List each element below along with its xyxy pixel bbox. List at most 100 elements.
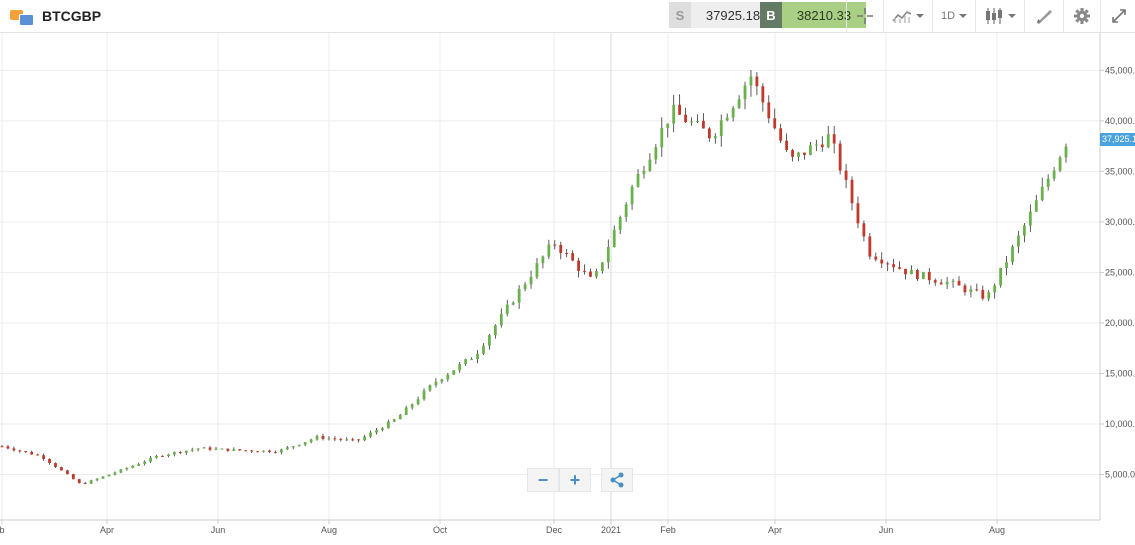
candle [565, 249, 569, 258]
candle-body [83, 483, 87, 485]
candle [244, 450, 248, 452]
candle [1052, 166, 1056, 182]
candle-body [161, 455, 164, 457]
candle [220, 448, 224, 450]
candle [48, 458, 51, 465]
candle-body [547, 244, 551, 257]
share-button[interactable] [601, 468, 633, 492]
candle-body [523, 284, 527, 290]
zoom-out-button[interactable]: − [527, 468, 559, 492]
candle [1017, 231, 1020, 254]
candle [690, 117, 693, 126]
buy-quote-button[interactable]: B 38210.33 [760, 2, 866, 28]
candle-body [493, 325, 497, 336]
candle [915, 268, 919, 282]
candle [279, 448, 283, 455]
candle-body [202, 447, 206, 449]
candle [1058, 155, 1062, 173]
candle-body [957, 280, 961, 286]
crosshair-button[interactable] [846, 0, 883, 32]
candle-body [71, 474, 75, 480]
candle-body [583, 270, 586, 272]
candle [155, 454, 158, 459]
candle [1064, 143, 1068, 163]
candle [666, 123, 670, 138]
candle-body [119, 469, 123, 473]
drawing-icon [1037, 10, 1052, 24]
x-axis: b Apr Jun Aug Oct Dec 2021 Feb Apr Jun Aug [0, 519, 1100, 535]
candle [149, 455, 153, 464]
candle [951, 278, 955, 288]
candle [731, 106, 735, 122]
candle [826, 125, 830, 149]
y-tick-label: 45,000.0 [1105, 65, 1135, 75]
candle [987, 290, 991, 302]
timeframe-selector[interactable]: 1D [932, 0, 975, 32]
candle-body [375, 430, 378, 433]
candle [993, 283, 997, 299]
candle [381, 427, 384, 432]
candle-body [499, 313, 503, 326]
settings-button[interactable] [1063, 0, 1100, 32]
candle-body [95, 478, 99, 481]
candle [702, 113, 705, 129]
candle [654, 143, 658, 165]
candle [517, 285, 521, 309]
candle-body [1052, 170, 1056, 179]
candle [868, 232, 872, 260]
buy-tag: B [760, 2, 782, 28]
candle [119, 468, 123, 474]
candle-body [933, 280, 937, 283]
candle [719, 114, 723, 147]
candle-body [167, 454, 170, 456]
chevron-down-icon [916, 14, 924, 18]
candle-body [517, 289, 521, 303]
candle [214, 446, 218, 451]
candle-body [856, 203, 860, 224]
last-price-tag: 37,925.1 [1100, 133, 1135, 146]
candle [589, 268, 592, 278]
y-tick-label: 20,000.0 [1105, 318, 1135, 328]
candle-body [981, 289, 985, 299]
indicators-button[interactable] [883, 0, 932, 32]
candle-body [303, 442, 307, 445]
candle-body [773, 118, 777, 129]
candle-body [535, 263, 539, 278]
candle [77, 478, 81, 484]
chart-type-button[interactable] [975, 0, 1024, 32]
fullscreen-button[interactable] [1100, 0, 1135, 32]
candle-body [470, 359, 473, 361]
candle [660, 117, 664, 157]
candle-body [0, 446, 4, 448]
chart-area[interactable]: 5,000.0 10,000.0 15,000.0 20,000.0 25,000.0 3… [0, 33, 1135, 540]
candle-body [969, 289, 973, 293]
candle-body [386, 421, 390, 429]
candle [36, 453, 40, 456]
candle-body [48, 458, 51, 464]
candle-body [392, 419, 396, 422]
candle-body [220, 448, 224, 450]
candle [434, 378, 438, 388]
candle [12, 446, 16, 452]
candle-body [285, 447, 289, 450]
candle [832, 125, 836, 154]
candle-body [511, 302, 515, 305]
candle-body [731, 107, 735, 118]
price-chart[interactable]: 5,000.0 10,000.0 15,000.0 20,000.0 25,000.0 3… [0, 33, 1135, 540]
candle [511, 301, 515, 306]
candle-body [65, 470, 69, 475]
candle-body [678, 104, 682, 115]
zoom-in-button[interactable]: + [559, 468, 591, 492]
candle-body [809, 145, 812, 155]
candle-body [196, 448, 200, 450]
drawing-tools-button[interactable] [1024, 0, 1063, 32]
candle-body [398, 414, 402, 420]
candle [101, 476, 105, 479]
candle [24, 450, 28, 453]
candle-body [333, 438, 337, 440]
candle [636, 169, 640, 188]
candle [428, 384, 432, 392]
candle-body [1017, 235, 1020, 247]
candle [820, 136, 824, 152]
symbol-selector[interactable]: BTCGBP [10, 6, 101, 26]
